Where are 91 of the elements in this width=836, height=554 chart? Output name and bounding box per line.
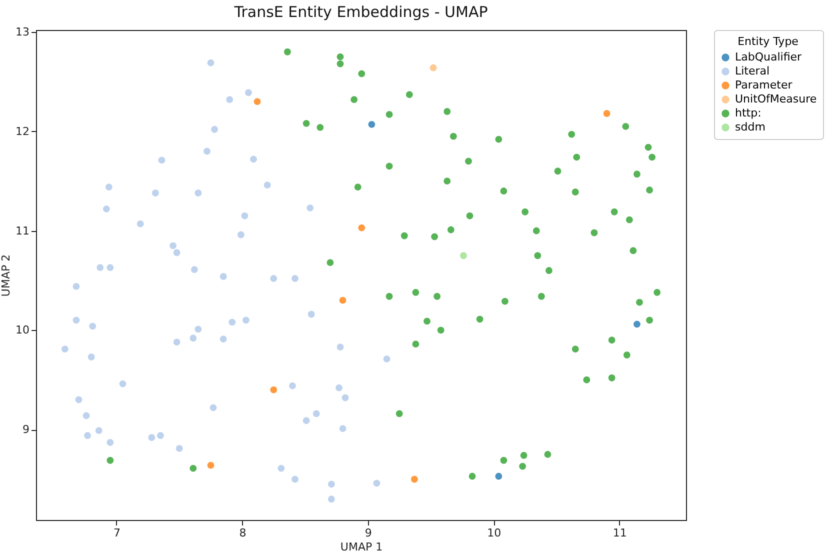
- x-tick-label: 7: [113, 526, 120, 540]
- point: [328, 480, 335, 488]
- point: [105, 184, 112, 190]
- point: [308, 310, 315, 318]
- point: [106, 439, 114, 446]
- point: [157, 432, 164, 439]
- point: [254, 98, 261, 106]
- point: [72, 282, 80, 290]
- point: [119, 380, 126, 388]
- point: [194, 190, 202, 196]
- point: [312, 410, 320, 418]
- y-axis-title: UMAP 2: [0, 254, 13, 297]
- point: [190, 334, 197, 342]
- point: [264, 182, 271, 189]
- point: [306, 204, 314, 212]
- legend-label: sddm: [735, 120, 766, 134]
- point: [289, 382, 296, 390]
- point: [328, 496, 335, 503]
- legend-label: Parameter: [735, 78, 793, 92]
- point: [336, 344, 344, 351]
- point: [190, 266, 198, 273]
- point: [368, 120, 376, 128]
- point: [82, 412, 90, 420]
- point: [634, 320, 640, 328]
- point: [339, 296, 346, 304]
- point: [373, 480, 380, 487]
- point: [173, 338, 180, 346]
- point: [495, 472, 502, 480]
- legend-label: Literal: [735, 64, 770, 78]
- point: [204, 148, 210, 155]
- point: [292, 275, 298, 282]
- point: [460, 252, 467, 260]
- x-tick-label: 8: [239, 526, 246, 540]
- chart-title: TransE Entity Embeddings - UMAP: [233, 2, 488, 21]
- y-tick-label: 9: [22, 423, 30, 436]
- point: [237, 231, 244, 238]
- point: [152, 190, 159, 196]
- point: [302, 417, 310, 424]
- point: [228, 318, 236, 326]
- point: [106, 264, 114, 272]
- y-tick-label: 12: [16, 124, 30, 138]
- point: [270, 386, 278, 394]
- point: [88, 354, 95, 360]
- legend-label: UnitOfMeasure: [735, 92, 817, 106]
- point: [158, 156, 166, 164]
- point: [250, 156, 257, 163]
- point: [102, 205, 110, 212]
- point: [292, 476, 298, 483]
- point: [220, 336, 227, 343]
- point: [89, 322, 96, 330]
- point: [342, 394, 349, 402]
- point: [245, 89, 252, 96]
- point: [270, 275, 278, 282]
- point: [358, 224, 366, 232]
- x-tick-label: 11: [612, 526, 627, 540]
- point: [96, 264, 104, 272]
- point: [61, 346, 68, 353]
- legend-label: LabQualifier: [735, 50, 802, 64]
- x-tick-label: 10: [487, 526, 502, 540]
- point: [336, 384, 342, 392]
- point: [84, 432, 92, 439]
- point: [95, 427, 102, 434]
- point: [339, 425, 346, 432]
- y-tick-label: 13: [16, 25, 30, 38]
- point: [410, 476, 418, 483]
- x-axis-title: UMAP 1: [340, 540, 383, 554]
- y-tick-label: 10: [16, 324, 30, 337]
- point: [210, 404, 217, 412]
- point: [383, 356, 390, 362]
- legend-label: http:: [735, 106, 762, 120]
- point: [170, 242, 177, 250]
- point: [148, 434, 156, 441]
- point: [207, 59, 214, 66]
- point: [278, 464, 285, 472]
- point: [603, 110, 610, 117]
- point: [207, 462, 214, 469]
- point: [241, 212, 248, 220]
- y-tick-label: 11: [16, 224, 30, 238]
- point: [211, 126, 218, 133]
- point: [194, 326, 202, 333]
- point: [176, 444, 183, 452]
- point: [226, 96, 234, 104]
- point: [75, 396, 82, 404]
- x-tick-label: 9: [364, 526, 372, 540]
- point: [242, 316, 250, 324]
- point: [430, 64, 437, 72]
- legend-title: Entity Type: [738, 35, 799, 48]
- point: [220, 273, 227, 280]
- point: [72, 316, 80, 324]
- point: [136, 220, 144, 228]
- point: [173, 249, 180, 256]
